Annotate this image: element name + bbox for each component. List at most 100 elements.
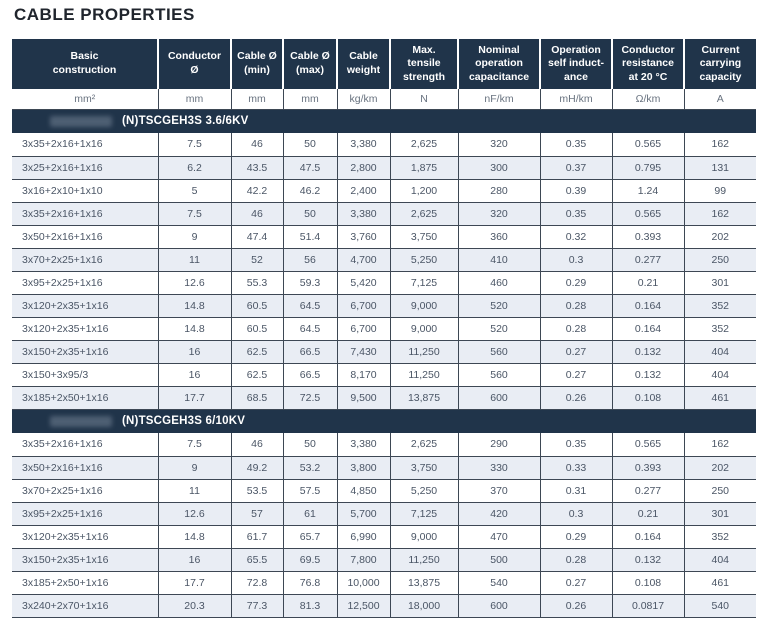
construction-cell: 3x185+2x50+1x16 bbox=[12, 386, 158, 410]
value-cell: 202 bbox=[683, 225, 756, 249]
value-cell: 66.5 bbox=[282, 340, 337, 364]
value-cell: 0.39 bbox=[539, 179, 612, 203]
unit-cell-4: kg/km bbox=[336, 89, 390, 110]
value-cell: 99 bbox=[683, 179, 756, 203]
value-cell: 0.164 bbox=[611, 525, 684, 549]
section-header-cell: (N)TSCGEH3S 6/10KV bbox=[12, 409, 756, 433]
construction-cell: 3x120+2x35+1x16 bbox=[12, 294, 158, 318]
unit-cell-3: mm bbox=[282, 89, 337, 110]
value-cell: 5,250 bbox=[389, 248, 458, 272]
column-header-1: Conductor Ø bbox=[157, 39, 231, 89]
value-cell: 0.26 bbox=[539, 386, 612, 410]
value-cell: 2,400 bbox=[336, 179, 390, 203]
value-cell: 3,760 bbox=[336, 225, 390, 249]
value-cell: 5,700 bbox=[336, 502, 390, 526]
value-cell: 46 bbox=[230, 133, 283, 157]
value-cell: 52 bbox=[230, 248, 283, 272]
value-cell: 47.5 bbox=[282, 156, 337, 180]
value-cell: 301 bbox=[683, 502, 756, 526]
value-cell: 1,875 bbox=[389, 156, 458, 180]
value-cell: 320 bbox=[457, 133, 540, 157]
value-cell: 560 bbox=[457, 340, 540, 364]
value-cell: 560 bbox=[457, 363, 540, 387]
value-cell: 0.393 bbox=[611, 456, 684, 480]
table-row: 3x50+2x16+1x16 9 47.4 51.4 3,760 3,750 360 0.32… bbox=[12, 225, 756, 249]
table-row: 3x120+2x35+1x16 14.8 61.7 65.7 6,990 9,000 470… bbox=[12, 525, 756, 549]
redacted-brand-blur bbox=[50, 415, 112, 427]
value-cell: 600 bbox=[457, 386, 540, 410]
construction-cell: 3x120+2x35+1x16 bbox=[12, 525, 158, 549]
table-row: 3x35+2x16+1x16 7.5 46 50 3,380 2,625 320 0.35 0.… bbox=[12, 202, 756, 226]
construction-cell: 3x150+3x95/3 bbox=[12, 363, 158, 387]
table-row: 3x95+2x25+1x16 12.6 57 61 5,700 7,125 420 0.3 0.… bbox=[12, 502, 756, 526]
value-cell: 72.8 bbox=[230, 571, 283, 595]
value-cell: 57 bbox=[230, 502, 283, 526]
value-cell: 1,200 bbox=[389, 179, 458, 203]
value-cell: 0.108 bbox=[611, 386, 684, 410]
value-cell: 0.27 bbox=[539, 363, 612, 387]
value-cell: 77.3 bbox=[230, 594, 283, 618]
table-row: 3x25+2x16+1x16 6.2 43.5 47.5 2,800 1,875 300 0.… bbox=[12, 156, 756, 180]
value-cell: 0.164 bbox=[611, 317, 684, 341]
value-cell: 162 bbox=[683, 433, 756, 457]
value-cell: 6.2 bbox=[157, 156, 231, 180]
value-cell: 16 bbox=[157, 340, 231, 364]
unit-cell-9: A bbox=[683, 89, 756, 110]
value-cell: 0.28 bbox=[539, 317, 612, 341]
table-row: 3x70+2x25+1x16 11 53.5 57.5 4,850 5,250 370 0.3… bbox=[12, 479, 756, 503]
section-header-cell: (N)TSCGEH3S 3.6/6KV bbox=[12, 109, 756, 133]
table-row: 3x35+2x16+1x16 7.5 46 50 3,380 2,625 320 0.35 0.… bbox=[12, 133, 756, 157]
value-cell: 72.5 bbox=[282, 386, 337, 410]
construction-cell: 3x150+2x35+1x16 bbox=[12, 548, 158, 572]
value-cell: 0.35 bbox=[539, 433, 612, 457]
value-cell: 7,125 bbox=[389, 502, 458, 526]
value-cell: 5 bbox=[157, 179, 231, 203]
value-cell: 56 bbox=[282, 248, 337, 272]
construction-cell: 3x120+2x35+1x16 bbox=[12, 317, 158, 341]
value-cell: 10,000 bbox=[336, 571, 390, 595]
value-cell: 0.565 bbox=[611, 433, 684, 457]
value-cell: 131 bbox=[683, 156, 756, 180]
value-cell: 42.2 bbox=[230, 179, 283, 203]
value-cell: 11 bbox=[157, 479, 231, 503]
value-cell: 290 bbox=[457, 433, 540, 457]
value-cell: 11,250 bbox=[389, 340, 458, 364]
section-title: (N)TSCGEH3S 3.6/6KV bbox=[122, 115, 249, 128]
value-cell: 470 bbox=[457, 525, 540, 549]
value-cell: 2,625 bbox=[389, 133, 458, 157]
value-cell: 600 bbox=[457, 594, 540, 618]
construction-cell: 3x25+2x16+1x16 bbox=[12, 156, 158, 180]
column-header-5: Max. tensile strength bbox=[389, 39, 458, 89]
value-cell: 3,380 bbox=[336, 202, 390, 226]
value-cell: 7,125 bbox=[389, 271, 458, 295]
value-cell: 301 bbox=[683, 271, 756, 295]
column-header-7: Operation self induct- ance bbox=[539, 39, 612, 89]
value-cell: 0.29 bbox=[539, 525, 612, 549]
column-header-6: Nominal operation capacitance bbox=[457, 39, 540, 89]
value-cell: 0.31 bbox=[539, 479, 612, 503]
value-cell: 2,625 bbox=[389, 202, 458, 226]
column-header-8: Conductor resistance at 20 °C bbox=[611, 39, 684, 89]
cable-properties-table: Basic construction Conductor Ø Cable Ø (mi… bbox=[12, 39, 756, 618]
page-title: CABLE PROPERTIES bbox=[14, 5, 195, 24]
value-cell: 11 bbox=[157, 248, 231, 272]
construction-cell: 3x150+2x35+1x16 bbox=[12, 340, 158, 364]
value-cell: 64.5 bbox=[282, 294, 337, 318]
value-cell: 50 bbox=[282, 133, 337, 157]
value-cell: 5,250 bbox=[389, 479, 458, 503]
table-row: 3x70+2x25+1x16 11 52 56 4,700 5,250 410 0.3 0.27… bbox=[12, 248, 756, 272]
value-cell: 16 bbox=[157, 548, 231, 572]
construction-cell: 3x95+2x25+1x16 bbox=[12, 271, 158, 295]
value-cell: 7,800 bbox=[336, 548, 390, 572]
unit-cell-2: mm bbox=[230, 89, 283, 110]
value-cell: 410 bbox=[457, 248, 540, 272]
value-cell: 6,700 bbox=[336, 317, 390, 341]
value-cell: 0.28 bbox=[539, 548, 612, 572]
value-cell: 0.32 bbox=[539, 225, 612, 249]
table-row: 3x150+2x35+1x16 16 65.5 69.5 7,800 11,250 500 0… bbox=[12, 548, 756, 572]
value-cell: 57.5 bbox=[282, 479, 337, 503]
value-cell: 4,700 bbox=[336, 248, 390, 272]
value-cell: 202 bbox=[683, 456, 756, 480]
value-cell: 2,625 bbox=[389, 433, 458, 457]
value-cell: 50 bbox=[282, 202, 337, 226]
